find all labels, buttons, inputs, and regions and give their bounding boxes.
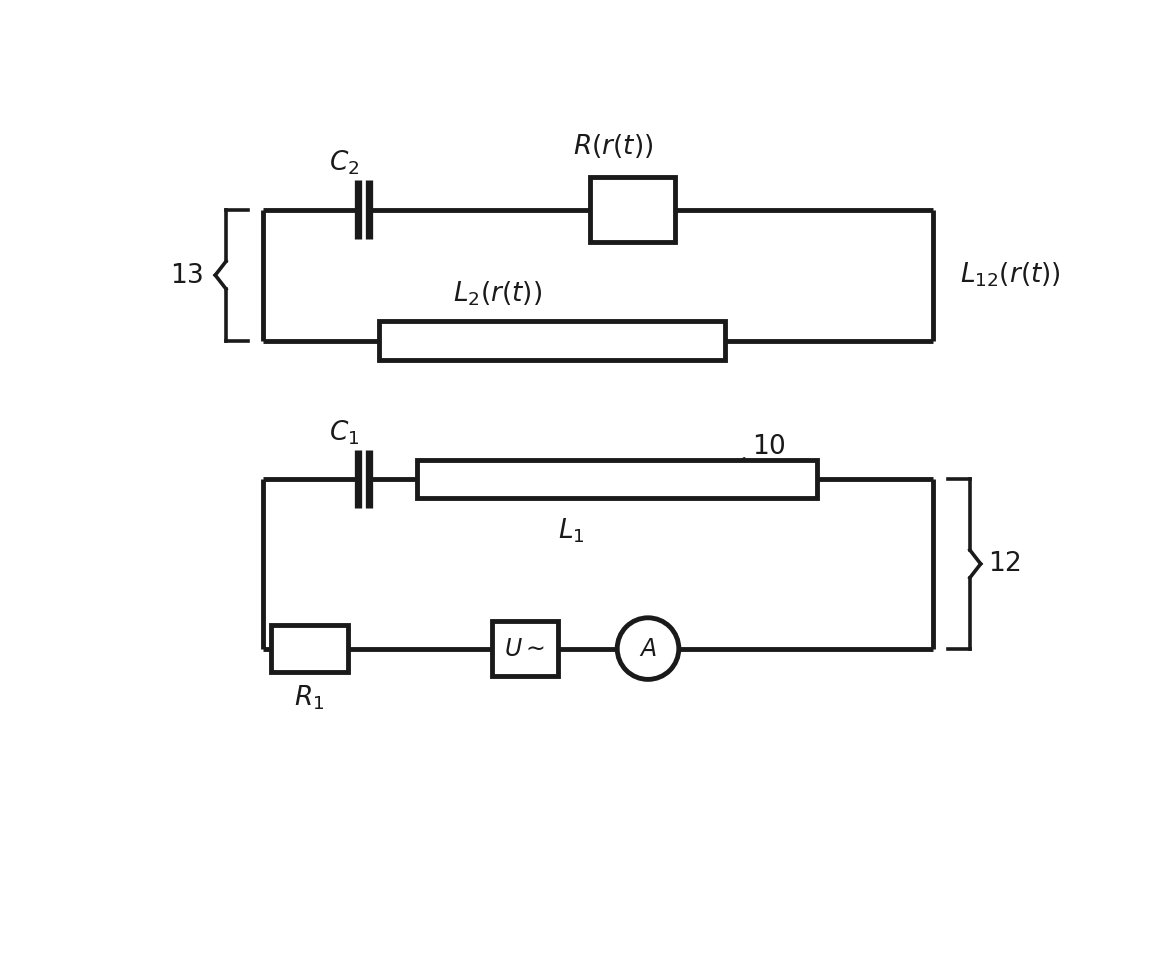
Text: $12$: $12$: [988, 552, 1022, 577]
Text: $A$: $A$: [639, 637, 657, 660]
Text: $L_2(r(t))$: $L_2(r(t))$: [454, 280, 543, 308]
Bar: [590, 177, 675, 243]
Text: $L_1$: $L_1$: [558, 517, 584, 545]
Text: $C_1$: $C_1$: [329, 419, 359, 447]
Text: $U{\sim}$: $U{\sim}$: [504, 637, 545, 660]
Text: $R(r(t))$: $R(r(t))$: [573, 132, 654, 159]
Text: $R_1$: $R_1$: [294, 684, 324, 712]
Text: $L_{12}(r(t))$: $L_{12}(r(t))$: [960, 261, 1061, 289]
Text: $10$: $10$: [752, 434, 786, 459]
Bar: [492, 620, 558, 677]
Text: $13$: $13$: [170, 262, 202, 287]
Circle shape: [617, 618, 679, 680]
Text: $C_2$: $C_2$: [329, 149, 359, 178]
Bar: [271, 624, 348, 673]
Bar: [378, 321, 725, 360]
Bar: [417, 460, 817, 498]
